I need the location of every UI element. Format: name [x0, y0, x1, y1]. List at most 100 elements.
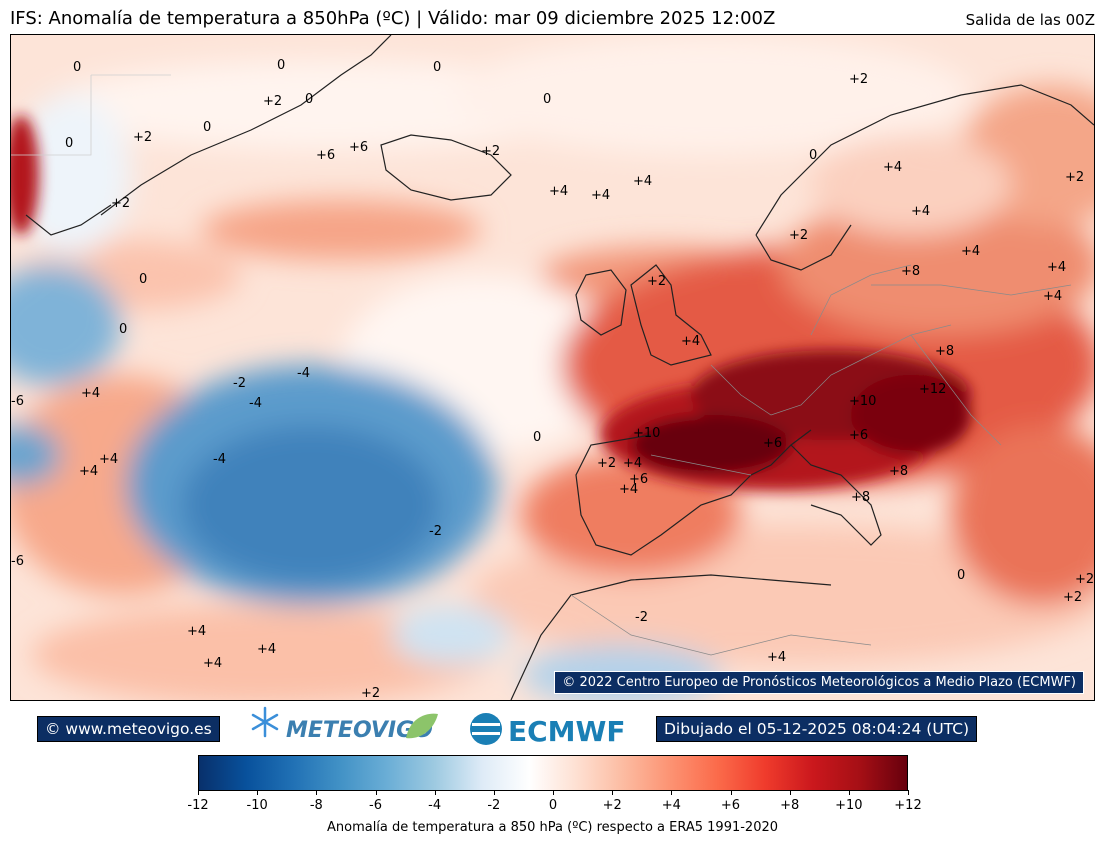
- colorbar-tickmark: [257, 790, 259, 795]
- contour-label: +2: [1063, 590, 1082, 605]
- colorbar-tickmark: [848, 790, 850, 795]
- contour-label: -6: [11, 394, 24, 409]
- contour-label: +4: [633, 174, 652, 189]
- contour-label: +2: [1065, 170, 1084, 185]
- colorbar-tickmark: [434, 790, 436, 795]
- colorbar-tickmark: [671, 790, 673, 795]
- colorbar-tickmark: [493, 790, 495, 795]
- contour-label: +4: [257, 642, 276, 657]
- contour-label: -6: [11, 554, 24, 569]
- colorbar-label: Anomalía de temperatura a 850 hPa (ºC) r…: [326, 820, 779, 835]
- contour-label: +12: [919, 382, 946, 397]
- map-title: IFS: Anomalía de temperatura a 850hPa (º…: [10, 8, 776, 29]
- contour-label: 0: [139, 272, 147, 287]
- contour-label: 0: [277, 58, 285, 73]
- colorbar-tickmark: [375, 790, 377, 795]
- colorbar-tick-label: -12: [187, 798, 209, 813]
- lat-lon-grid: [11, 74, 171, 156]
- contour-label: +6: [349, 140, 368, 155]
- contour-label: +4: [767, 650, 786, 665]
- contour-label: +10: [633, 426, 660, 441]
- temperature-anomaly-map: 0 0 0 +2 0 0 +2 0 +2 0 +6 +6 +2 0 +2 +4 +4 +4 +4 +2 +2 +4 +4 +4…: [10, 34, 1095, 701]
- colorbar-tick-label: -4: [428, 798, 442, 813]
- contour-label: +4: [79, 464, 98, 479]
- contour-label: -4: [297, 366, 310, 381]
- contour-label: +2: [789, 228, 808, 243]
- contour-label: +2: [111, 196, 130, 211]
- contour-label: -2: [233, 376, 246, 391]
- contour-label: +4: [187, 624, 206, 639]
- contour-label: -4: [213, 452, 226, 467]
- anomaly-hot-core: [11, 115, 971, 490]
- contour-label: 0: [543, 92, 551, 107]
- colorbar-tick-label: -10: [246, 798, 268, 813]
- contour-label: 0: [305, 92, 313, 107]
- contour-label: +4: [883, 160, 902, 175]
- ecmwf-emblem-icon: [470, 713, 502, 745]
- leaf-icon: [406, 713, 438, 739]
- colorbar-tickmark: [612, 790, 614, 795]
- country-borders: [570, 264, 1072, 656]
- meteovigo-logo: METEOVIGO: [248, 704, 443, 748]
- colorbar-tickmark: [789, 790, 791, 795]
- contour-label: +4: [619, 482, 638, 497]
- contour-label: +4: [81, 386, 100, 401]
- contour-label: +4: [961, 244, 980, 259]
- contour-label: +6: [629, 472, 648, 487]
- contour-label: 0: [433, 60, 441, 75]
- colorbar-tickmark: [908, 790, 909, 795]
- contour-label: +2: [133, 130, 152, 145]
- drawn-timestamp: Dibujado el 05-12-2025 08:04:24 (UTC): [656, 716, 978, 742]
- colorbar-tick-label: -8: [309, 798, 323, 813]
- contour-label: 0: [533, 430, 541, 445]
- colorbar-tickmark: [316, 790, 318, 795]
- contour-label: 0: [957, 568, 965, 583]
- contour-label: +6: [763, 436, 782, 451]
- contour-label: +2: [849, 72, 868, 87]
- contour-label: 0: [119, 322, 127, 337]
- contour-label: +10: [849, 394, 876, 409]
- ecmwf-logo-text: ECMWF: [508, 715, 626, 748]
- contour-label: 0: [65, 136, 73, 151]
- coastlines: [25, 35, 1094, 700]
- anomaly-field: [11, 35, 1094, 700]
- contour-label: +4: [623, 456, 642, 471]
- contour-label: +4: [549, 184, 568, 199]
- contour-label: +4: [591, 188, 610, 203]
- colorbar-tick-label: 0: [548, 798, 558, 813]
- colorbar-tickmark: [553, 790, 554, 795]
- colorbar-tick-label: +8: [780, 798, 800, 813]
- contour-label: +6: [849, 428, 868, 443]
- colorbar-tick-label: +2: [602, 798, 622, 813]
- contour-label: +8: [851, 490, 870, 505]
- snowflake-icon: [251, 706, 279, 738]
- contour-label: +8: [935, 344, 954, 359]
- colorbar-tick-label: -2: [487, 798, 501, 813]
- colorbar-tick-label: +12: [894, 798, 922, 813]
- contour-label: -2: [429, 524, 442, 539]
- contour-label: 0: [809, 148, 817, 163]
- contour-label: +2: [361, 686, 380, 700]
- contour-label: +4: [99, 452, 118, 467]
- contour-label: +4: [1047, 260, 1066, 275]
- map-canvas: 0 0 0+2 0 0+20+20+6+6 +20+2+4 +4+4+4+2+2+4+4+4…: [11, 35, 1094, 700]
- contour-label: +4: [203, 656, 222, 671]
- contour-label: -2: [635, 610, 648, 625]
- ecmwf-logo: ECMWF: [468, 710, 628, 750]
- contour-label: +2: [481, 144, 500, 159]
- colorbar-tickmark: [730, 790, 732, 795]
- contour-label: +2: [263, 94, 282, 109]
- colorbar-tick-label: +6: [720, 798, 741, 813]
- contour-label: +8: [889, 464, 908, 479]
- contour-label: -4: [249, 396, 262, 411]
- colorbar-tickmark: [198, 790, 199, 795]
- contour-label: +4: [681, 334, 700, 349]
- colorbar: [198, 755, 908, 791]
- model-run-label: Salida de las 00Z: [965, 11, 1095, 29]
- contour-label: +2: [647, 274, 666, 289]
- contour-label: +2: [597, 456, 616, 471]
- ecmwf-copyright: © 2022 Centro Europeo de Pronósticos Met…: [554, 671, 1084, 694]
- meteovigo-site-link[interactable]: © www.meteovigo.es: [37, 716, 220, 742]
- contour-label: +2: [1075, 572, 1094, 587]
- contour-labels: 0 0 0+2 0 0+20+20+6+6 +20+2+4 +4+4+4+2+2+4+4+4…: [11, 58, 1094, 700]
